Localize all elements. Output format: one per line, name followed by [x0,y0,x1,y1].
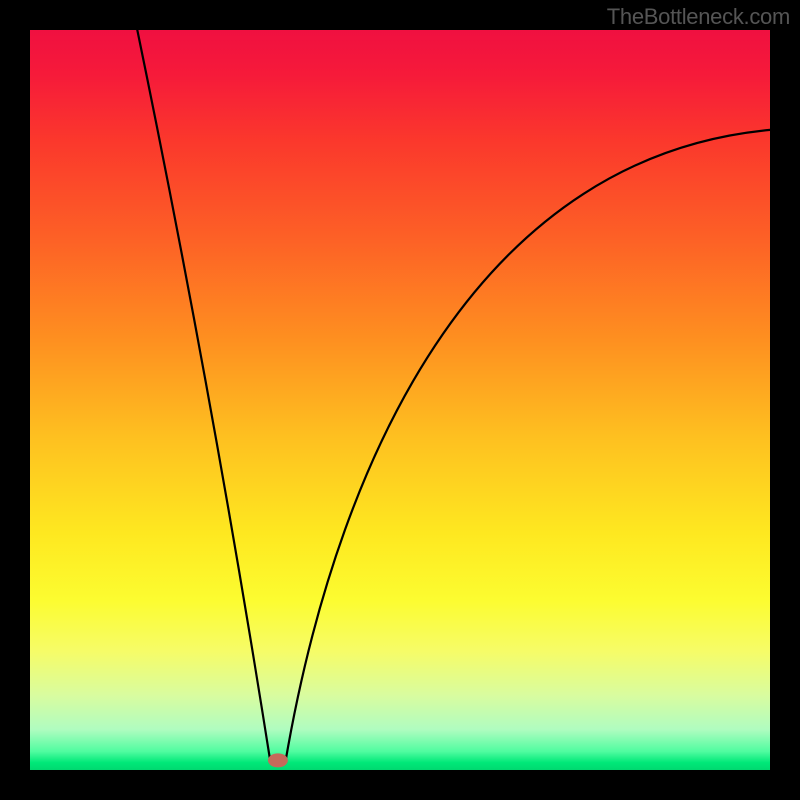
optimal-marker [268,753,288,767]
plot-background [30,30,770,770]
bottleneck-chart [0,0,800,800]
watermark-text: TheBottleneck.com [607,4,790,30]
chart-container: TheBottleneck.com [0,0,800,800]
